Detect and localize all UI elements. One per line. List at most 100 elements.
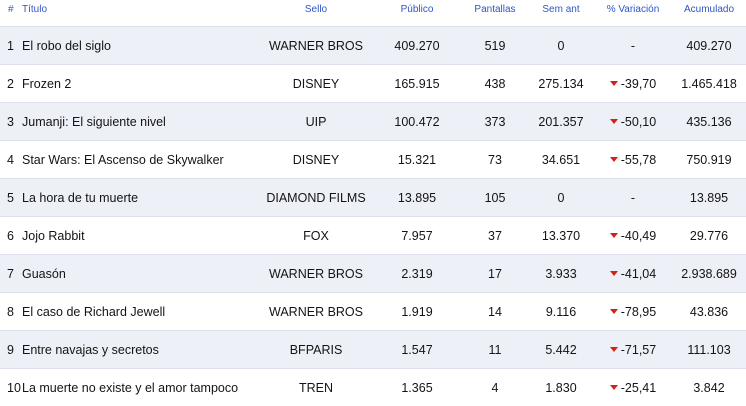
label-cell: DIAMOND FILMS [260, 179, 372, 217]
public-cell: 1.919 [372, 293, 462, 331]
title-cell: Entre navajas y secretos [22, 331, 260, 369]
prev-week-cell: 3.933 [528, 255, 594, 293]
public-cell: 100.472 [372, 103, 462, 141]
table-row: 8 El caso de Richard Jewell WARNER BROS … [0, 293, 746, 331]
public-cell: 1.547 [372, 331, 462, 369]
prev-week-cell: 1.830 [528, 369, 594, 406]
title-cell: El robo del siglo [22, 27, 260, 65]
prev-week-cell: 34.651 [528, 141, 594, 179]
variation-value: -41,04 [621, 267, 656, 281]
public-cell: 15.321 [372, 141, 462, 179]
variation-value: -39,70 [621, 77, 656, 91]
prev-week-cell: 201.357 [528, 103, 594, 141]
down-arrow-icon [610, 233, 618, 238]
screens-cell: 37 [462, 217, 528, 255]
public-cell: 409.270 [372, 27, 462, 65]
screens-cell: 373 [462, 103, 528, 141]
label-cell: WARNER BROS [260, 255, 372, 293]
title-cell: Jojo Rabbit [22, 217, 260, 255]
prev-week-cell: 275.134 [528, 65, 594, 103]
prev-week-cell: 0 [528, 27, 594, 65]
rank-cell: 7 [0, 255, 22, 293]
accumulated-cell: 111.103 [672, 331, 746, 369]
rank-cell: 6 [0, 217, 22, 255]
variation-cell: -71,57 [594, 331, 672, 369]
public-cell: 1.365 [372, 369, 462, 406]
rank-cell: 8 [0, 293, 22, 331]
table-row: 10 La muerte no existe y el amor tampoco… [0, 369, 746, 406]
title-cell: La hora de tu muerte [22, 179, 260, 217]
down-arrow-icon [610, 157, 618, 162]
variation-value: -71,57 [621, 343, 656, 357]
label-cell: FOX [260, 217, 372, 255]
rank-cell: 4 [0, 141, 22, 179]
variation-value: - [631, 191, 635, 205]
rank-cell: 1 [0, 27, 22, 65]
title-cell: La muerte no existe y el amor tampoco [22, 369, 260, 406]
label-cell: WARNER BROS [260, 293, 372, 331]
rank-cell: 3 [0, 103, 22, 141]
variation-cell: - [594, 179, 672, 217]
down-arrow-icon [610, 385, 618, 390]
header-rank: # [0, 0, 22, 27]
table-row: 7 Guasón WARNER BROS 2.319 17 3.933 -41,… [0, 255, 746, 293]
accumulated-cell: 409.270 [672, 27, 746, 65]
table-row: 3 Jumanji: El siguiente nivel UIP 100.47… [0, 103, 746, 141]
title-cell: Frozen 2 [22, 65, 260, 103]
prev-week-cell: 13.370 [528, 217, 594, 255]
label-cell: UIP [260, 103, 372, 141]
variation-cell: -39,70 [594, 65, 672, 103]
screens-cell: 14 [462, 293, 528, 331]
header-label: Sello [260, 0, 372, 27]
label-cell: WARNER BROS [260, 27, 372, 65]
label-cell: TREN [260, 369, 372, 406]
title-cell: Jumanji: El siguiente nivel [22, 103, 260, 141]
variation-cell: -25,41 [594, 369, 672, 406]
prev-week-cell: 5.442 [528, 331, 594, 369]
accumulated-cell: 750.919 [672, 141, 746, 179]
variation-cell: -78,95 [594, 293, 672, 331]
table-row: 5 La hora de tu muerte DIAMOND FILMS 13.… [0, 179, 746, 217]
screens-cell: 17 [462, 255, 528, 293]
title-cell: El caso de Richard Jewell [22, 293, 260, 331]
accumulated-cell: 43.836 [672, 293, 746, 331]
header-prev-week: Sem ant [528, 0, 594, 27]
table-row: 6 Jojo Rabbit FOX 7.957 37 13.370 -40,49… [0, 217, 746, 255]
screens-cell: 519 [462, 27, 528, 65]
rank-cell: 5 [0, 179, 22, 217]
header-variation: % Variación [594, 0, 672, 27]
screens-cell: 4 [462, 369, 528, 406]
public-cell: 165.915 [372, 65, 462, 103]
table-row: 4 Star Wars: El Ascenso de Skywalker DIS… [0, 141, 746, 179]
header-row: # Título Sello Público Pantallas Sem ant… [0, 0, 746, 27]
accumulated-cell: 13.895 [672, 179, 746, 217]
variation-value: - [631, 39, 635, 53]
rank-cell: 10 [0, 369, 22, 406]
public-cell: 13.895 [372, 179, 462, 217]
label-cell: DISNEY [260, 141, 372, 179]
variation-cell: - [594, 27, 672, 65]
accumulated-cell: 435.136 [672, 103, 746, 141]
label-cell: DISNEY [260, 65, 372, 103]
screens-cell: 73 [462, 141, 528, 179]
variation-cell: -40,49 [594, 217, 672, 255]
label-cell: BFPARIS [260, 331, 372, 369]
screens-cell: 438 [462, 65, 528, 103]
variation-value: -25,41 [621, 381, 656, 395]
down-arrow-icon [610, 119, 618, 124]
accumulated-cell: 1.465.418 [672, 65, 746, 103]
accumulated-cell: 3.842 [672, 369, 746, 406]
header-title: Título [22, 0, 260, 27]
screens-cell: 11 [462, 331, 528, 369]
variation-cell: -50,10 [594, 103, 672, 141]
header-public: Público [372, 0, 462, 27]
variation-value: -40,49 [621, 229, 656, 243]
variation-cell: -55,78 [594, 141, 672, 179]
header-accumulated: Acumulado [672, 0, 746, 27]
variation-value: -50,10 [621, 115, 656, 129]
table-row: 1 El robo del siglo WARNER BROS 409.270 … [0, 27, 746, 65]
accumulated-cell: 2.938.689 [672, 255, 746, 293]
rank-cell: 2 [0, 65, 22, 103]
rank-cell: 9 [0, 331, 22, 369]
